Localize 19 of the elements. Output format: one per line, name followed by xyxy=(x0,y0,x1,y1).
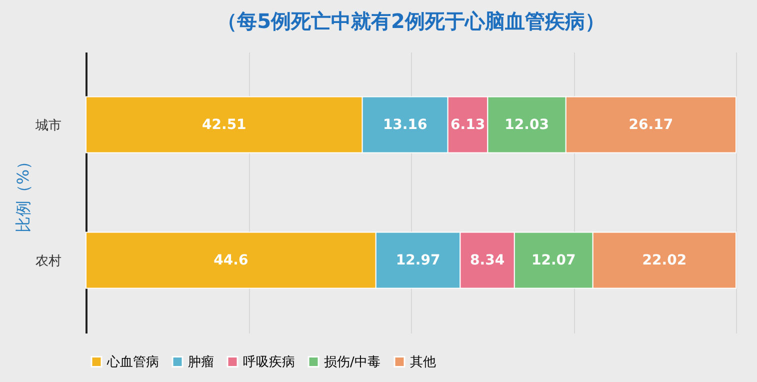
data-label: 12.07 xyxy=(531,252,576,268)
legend-label: 呼吸疾病 xyxy=(243,354,295,370)
data-label: 13.16 xyxy=(382,116,428,133)
chart-title: （每5例死亡中就有2例死于心脑血管疾病） xyxy=(217,9,605,33)
data-label: 8.34 xyxy=(470,252,505,268)
data-label: 44.6 xyxy=(214,252,248,268)
y-tick-label: 农村 xyxy=(36,254,62,269)
legend-label: 心血管病 xyxy=(106,354,159,370)
data-label: 22.02 xyxy=(642,252,687,268)
data-label: 26.17 xyxy=(628,116,674,133)
y-axis-title: 比例（%） xyxy=(14,153,32,233)
y-tick-label: 城市 xyxy=(34,118,62,134)
legend-label: 其他 xyxy=(410,354,436,370)
data-label: 6.13 xyxy=(450,116,486,133)
data-label: 12.03 xyxy=(504,116,549,133)
data-label: 42.51 xyxy=(202,116,246,133)
legend-label: 肿瘤 xyxy=(188,354,214,370)
data-label: 12.97 xyxy=(396,252,440,268)
legend-label: 损伤/中毒 xyxy=(324,354,380,370)
